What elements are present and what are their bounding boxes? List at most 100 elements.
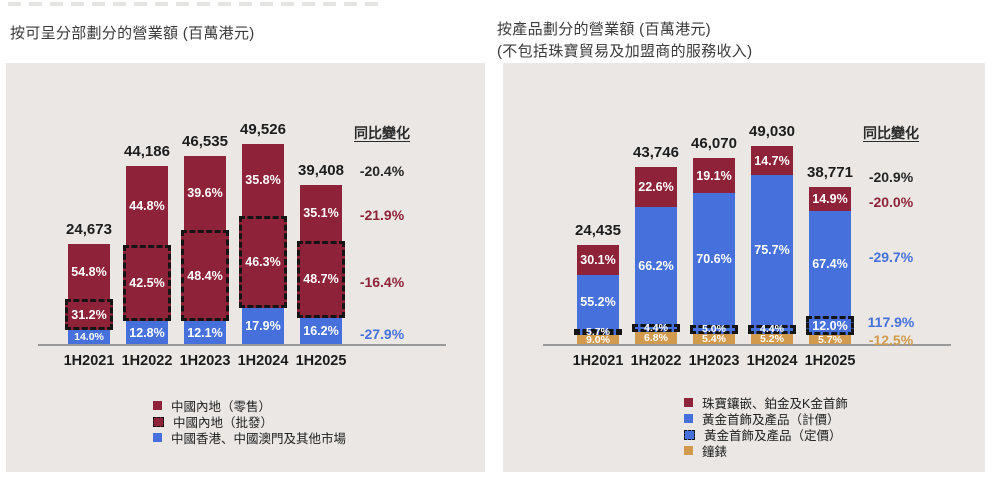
yoy-value: 117.9% (867, 314, 915, 330)
stacked-bar-1H2025: 14.9% 67.4% 12.0% 5.7% (806, 187, 854, 345)
bar-segment: 75.7% (751, 175, 793, 325)
segment-percent-label: 14.0% (74, 331, 104, 344)
yoy-value: -16.4% (359, 274, 405, 290)
x-axis-label: 1H2021 (572, 353, 624, 369)
bar-segment: 48.4% (181, 230, 229, 322)
x-axis-label: 1H2021 (63, 353, 115, 369)
bar-segment: 42.5% (123, 245, 171, 322)
legend-marker-solid-blue (153, 433, 162, 442)
bar-total-label: 46,070 (691, 134, 737, 152)
bar-segment: 31.2% (65, 298, 113, 331)
x-axis-label: 1H2022 (630, 353, 682, 369)
stacked-bar-1H2021: 30.1% 55.2% 5.7% 9.0% (574, 245, 622, 346)
x-axis-label: 1H2024 (237, 353, 289, 369)
segment-percent-label: 67.4% (812, 256, 848, 271)
legend: 珠寶鑲嵌、鉑金及K金首飾 黃金首飾及產品（計價） 黃金首飾及產品（定價） 鐘錶 (684, 396, 848, 459)
legend-label: 中國內地（批發） (173, 416, 274, 430)
bar-total-label: 24,435 (575, 222, 621, 240)
legend-item: 鐘錶 (684, 444, 848, 459)
segment-percent-label: 42.5% (129, 276, 165, 291)
segment-percent-label: 46.3% (245, 254, 281, 269)
legend-item: 黃金首飾及產品（計價） (684, 412, 848, 427)
legend-item: 中國內地（零售） (153, 399, 346, 414)
x-axis-line (38, 344, 446, 346)
segment-percent-label: 12.0% (812, 318, 848, 333)
segment-percent-label: 14.9% (812, 192, 848, 207)
bar-segment: 35.8% (242, 144, 284, 216)
bar-segment: 4.4% (632, 323, 680, 333)
bar-segment: 54.8% (68, 244, 110, 299)
legend-item: 黃金首飾及產品（定價） (684, 428, 848, 443)
legend: 中國內地（零售） 中國內地（批發） 中國香港、中國澳門及其他市場 (153, 399, 346, 446)
left-chart-title: 按可呈分部劃分的營業額 (百萬港元) (10, 25, 255, 42)
bar-total-label: 49,030 (749, 123, 795, 141)
yoy-header: 同比變化 (354, 125, 410, 141)
segment-percent-label: 14.7% (754, 153, 790, 168)
stacked-bar-1H2023: 19.1% 70.6% 5.0% 5.4% (690, 157, 738, 345)
bar-total-label: 46,535 (182, 133, 228, 151)
legend-label: 中國內地（零售） (171, 400, 272, 414)
stacked-bar-1H2023: 39.6% 48.4% 12.1% (181, 156, 229, 344)
segment-percent-label: 22.6% (638, 180, 674, 195)
bar-segment: 12.8% (126, 321, 168, 345)
bar-segment: 5.7% (574, 326, 622, 339)
segment-percent-label: 17.9% (245, 319, 281, 334)
x-axis-label: 1H2024 (746, 353, 798, 369)
bar-total-label: 49,526 (240, 121, 286, 138)
legend-item: 珠寶鑲嵌、鉑金及K金首飾 (684, 396, 848, 411)
segment-percent-label: 5.7% (586, 326, 610, 339)
stacked-bar-1H2024: 35.8% 46.3% 17.9% (239, 144, 287, 344)
legend-marker-solid-red (153, 401, 162, 410)
bar-segment: 5.7% (809, 334, 851, 345)
bar-segment: 12.1% (184, 321, 226, 344)
bar-segment: 35.1% (300, 184, 342, 241)
bar-total-label: 24,673 (66, 221, 112, 239)
x-axis-label: 1H2023 (688, 353, 740, 369)
legend-label: 珠寶鑲嵌、鉑金及K金首飾 (702, 397, 848, 411)
bar-segment: 9.0% (577, 333, 619, 346)
x-axis-label: 1H2025 (295, 353, 347, 369)
yoy-value: -20.4% (359, 163, 405, 179)
legend-marker-solid-red (684, 398, 693, 407)
bar-segment: 70.6% (693, 193, 735, 325)
bar-segment: 39.6% (184, 156, 226, 231)
bar-segment: 5.2% (751, 334, 793, 344)
segment-percent-label: 30.1% (580, 253, 616, 268)
segment-percent-label: 12.8% (129, 325, 165, 340)
segment-percent-label: 44.8% (129, 198, 165, 213)
stacked-bar-1H2022: 44.8% 42.5% 12.8% (123, 165, 171, 345)
stacked-bar-1H2022: 22.6% 66.2% 4.4% 6.8% (632, 167, 680, 344)
yoy-value: -20.9% (868, 169, 914, 185)
bar-segment: 14.7% (751, 146, 793, 176)
legend-label: 黃金首飾及產品（計價） (702, 413, 840, 427)
bar-total-label: 44,186 (124, 142, 170, 160)
legend-label: 鐘錶 (702, 445, 728, 459)
yoy-header: 同比變化 (863, 125, 919, 141)
legend-item: 中國內地（批發） (153, 415, 346, 430)
yoy-value: -29.7% (868, 249, 914, 265)
yoy-column: 同比變化 -20.4% -21.9% -16.4% -27.9% (336, 63, 428, 472)
bar-segment: 66.2% (635, 207, 677, 325)
x-axis-label: 1H2022 (121, 353, 173, 369)
segment-percent-label: 54.8% (71, 264, 107, 279)
segment-percent-label: 9.0% (586, 333, 610, 346)
yoy-value: -12.5% (868, 332, 914, 348)
bar-segment: 4.4% (748, 324, 796, 335)
bar-total-label: 38,771 (807, 164, 853, 182)
segment-percent-label: 55.2% (580, 295, 616, 310)
legend-item: 中國香港、中國澳門及其他市場 (153, 431, 346, 446)
segment-percent-label: 75.7% (754, 243, 790, 258)
legend-label: 黃金首飾及產品（定價） (704, 429, 842, 443)
segment-percent-label: 48.7% (303, 272, 339, 287)
segment-percent-label: 5.4% (702, 332, 726, 345)
x-axis-line (543, 344, 951, 346)
yoy-column: 同比變化 -20.9% -20.0% -29.7% 117.9% -12.5% (845, 63, 937, 472)
stacked-bar-1H2025: 35.1% 48.7% 16.2% (297, 184, 345, 344)
legend-marker-solid-gold (684, 446, 693, 455)
x-axis-label: 1H2025 (804, 353, 856, 369)
bar-segment: 16.2% (300, 318, 342, 344)
x-axis-label: 1H2023 (179, 353, 231, 369)
segment-percent-label: 6.8% (644, 331, 668, 344)
cropped-text-remnant (8, 2, 378, 6)
segment-percent-label: 48.4% (187, 268, 223, 283)
